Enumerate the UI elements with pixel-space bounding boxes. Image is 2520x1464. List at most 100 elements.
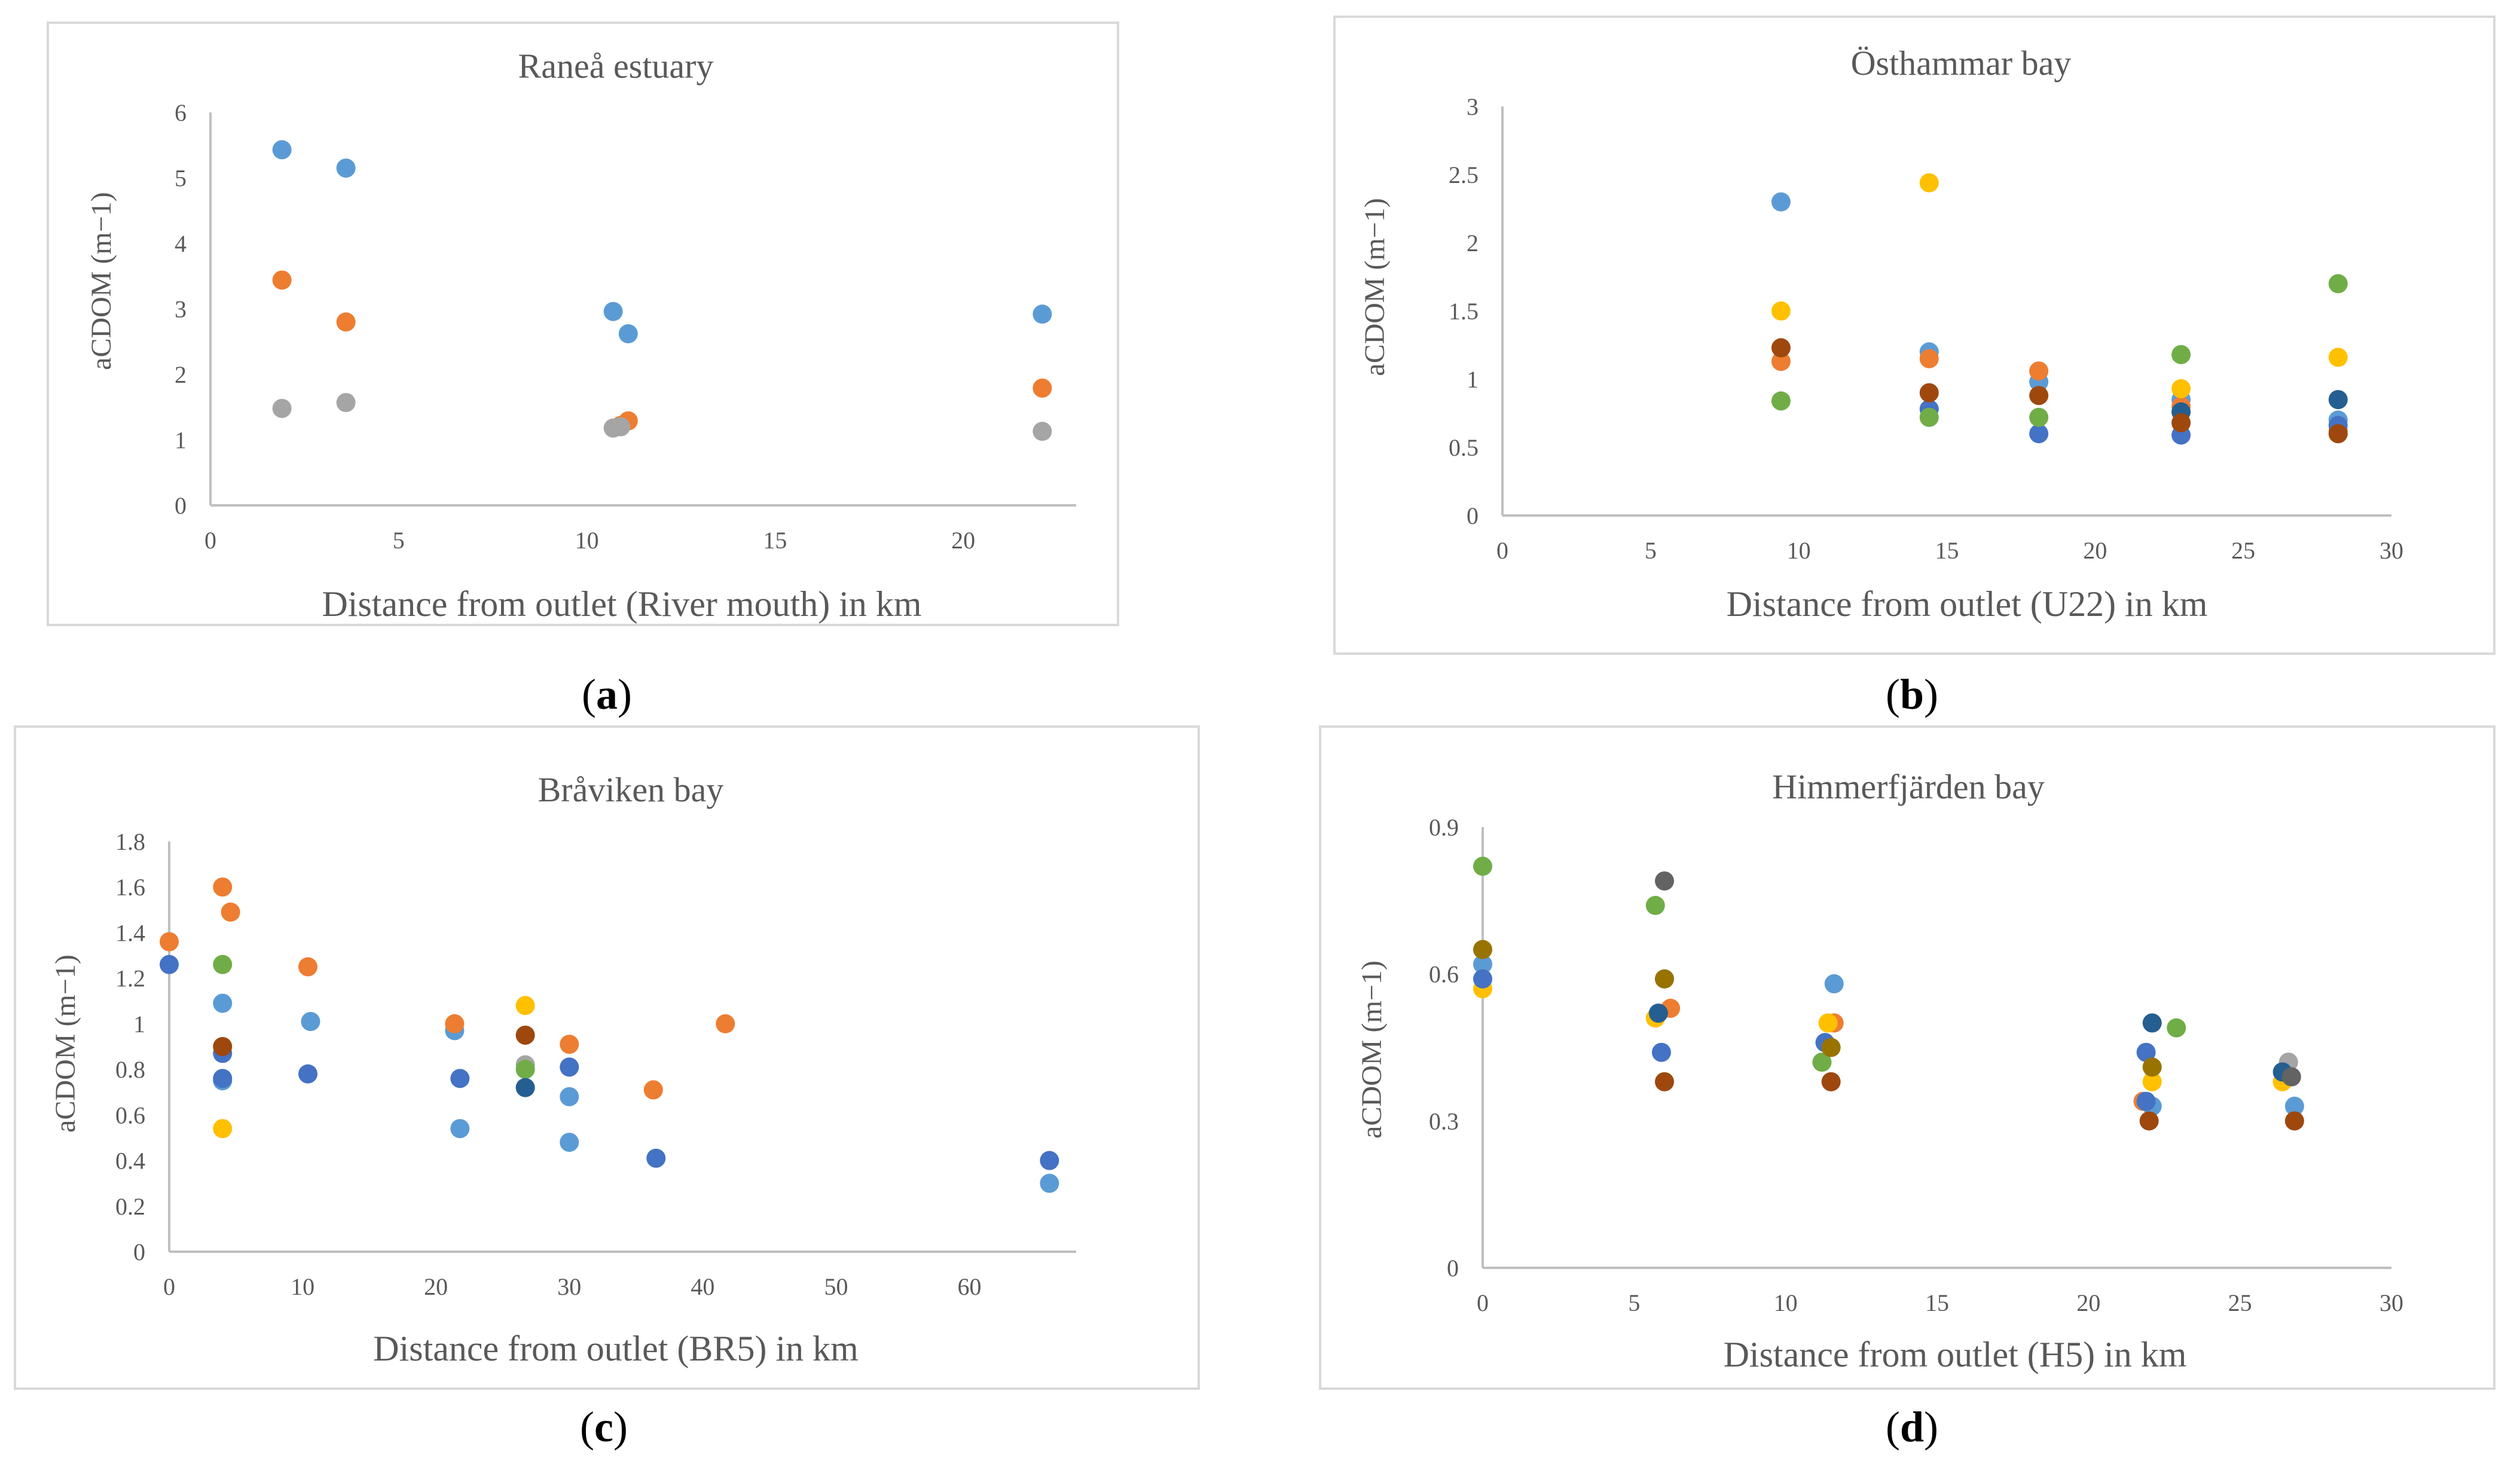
data-point (213, 993, 233, 1013)
x-tick-label: 5 (1628, 1289, 1640, 1316)
data-point (643, 1080, 663, 1100)
y-tick-label: 4 (175, 230, 187, 257)
data-point (2328, 347, 2348, 367)
y-tick-label: 0 (1447, 1255, 1459, 1282)
data-point (2136, 1042, 2156, 1062)
series-4 (1473, 969, 2156, 1111)
x-tick-label: 15 (763, 527, 787, 554)
data-point (213, 1037, 233, 1056)
data-point (1655, 871, 1674, 891)
data-point (298, 1064, 318, 1084)
y-tick-label: 1.2 (115, 965, 145, 992)
data-point (2142, 1057, 2162, 1077)
data-point (298, 957, 318, 977)
data-point (1040, 1173, 1059, 1193)
y-tick-label: 2.5 (1449, 161, 1479, 188)
data-point (611, 417, 631, 437)
data-point (2284, 1111, 2304, 1131)
x-tick-label: 15 (1925, 1289, 1949, 1316)
series-3 (213, 996, 535, 1139)
x-tick-label: 0 (163, 1273, 175, 1300)
data-point (560, 1133, 579, 1152)
data-point (1473, 940, 1492, 959)
data-point (2142, 1013, 2162, 1033)
series-5 (1473, 856, 2186, 1072)
x-tick-label: 25 (2231, 537, 2255, 564)
y-tick-label: 1 (1467, 366, 1479, 393)
y-tick-label: 0.6 (115, 1102, 145, 1128)
data-point (2142, 1072, 2162, 1091)
data-point (2029, 386, 2049, 405)
data-point (1771, 192, 1791, 212)
y-tick-label: 1.8 (115, 828, 145, 855)
x-axis-title: Distance from outlet (BR5) in km (373, 1329, 859, 1368)
series-4 (1771, 274, 2348, 427)
data-point (1033, 304, 1052, 324)
chart-title: Bråviken bay (538, 770, 724, 809)
data-point (272, 270, 292, 290)
chart-title: Östhammar bay (1851, 44, 2072, 83)
data-point (213, 1069, 233, 1088)
x-tick-label: 20 (2076, 1289, 2100, 1316)
data-point (1651, 1042, 1671, 1062)
data-point (2136, 1091, 2156, 1111)
data-point (450, 1069, 470, 1088)
data-point (1771, 391, 1791, 411)
data-point (1645, 896, 1665, 916)
chart-frame (1333, 16, 2495, 655)
data-point (1812, 1053, 1832, 1072)
series-6 (1771, 338, 2348, 444)
data-point (1771, 352, 1791, 371)
y-tick-label: 2 (1467, 230, 1479, 257)
panel-letter-text: a (596, 670, 618, 718)
data-point (336, 312, 356, 332)
data-point (301, 1012, 320, 1032)
data-point (2167, 1018, 2186, 1038)
x-axis-title: Distance from outlet (H5) in km (1724, 1335, 2187, 1374)
x-tick-label: 20 (424, 1273, 448, 1300)
y-tick-label: 3 (175, 296, 187, 323)
data-point (2328, 274, 2348, 294)
data-point (2171, 379, 2191, 398)
data-point (2029, 424, 2049, 444)
x-tick-label: 5 (1645, 537, 1657, 564)
y-tick-label: 0.5 (1449, 434, 1479, 461)
x-tick-label: 60 (958, 1273, 982, 1300)
data-point (2328, 424, 2348, 444)
data-point (1771, 301, 1791, 321)
data-point (221, 902, 240, 922)
y-tick-label: 3 (1467, 93, 1479, 120)
data-point (716, 1014, 735, 1033)
x-tick-label: 30 (2380, 1289, 2403, 1316)
y-tick-label: 0.9 (1429, 814, 1459, 841)
x-tick-label: 15 (1935, 537, 1959, 564)
data-point (2281, 1067, 2301, 1087)
series-8 (1655, 871, 2301, 1087)
x-tick-label: 10 (1774, 1289, 1798, 1316)
data-point (1919, 383, 1939, 402)
x-tick-label: 50 (824, 1273, 848, 1300)
data-point (1473, 969, 1492, 989)
y-axis-title: aCDOM (m−1) (1356, 960, 1388, 1139)
data-point (646, 1148, 666, 1168)
panel-label: (b) (1886, 670, 1938, 718)
y-tick-label: 0 (1467, 502, 1479, 529)
data-point (2171, 344, 2191, 364)
y-tick-label: 0 (133, 1239, 145, 1265)
data-point (560, 1087, 579, 1106)
chart-frame (47, 22, 1119, 626)
data-point (213, 1119, 233, 1139)
y-tick-label: 0.4 (115, 1148, 145, 1175)
y-tick-label: 6 (175, 99, 187, 126)
y-tick-label: 1.4 (115, 919, 145, 946)
panel-label: (c) (580, 1403, 628, 1451)
panel-letter-text: d (1900, 1403, 1924, 1451)
y-tick-label: 0 (175, 492, 187, 519)
data-point (2029, 407, 2049, 427)
series-9 (1473, 940, 2162, 1077)
x-tick-label: 25 (2228, 1289, 2252, 1316)
data-point (1771, 338, 1791, 358)
y-axis-title: aCDOM (m−1) (85, 192, 117, 370)
